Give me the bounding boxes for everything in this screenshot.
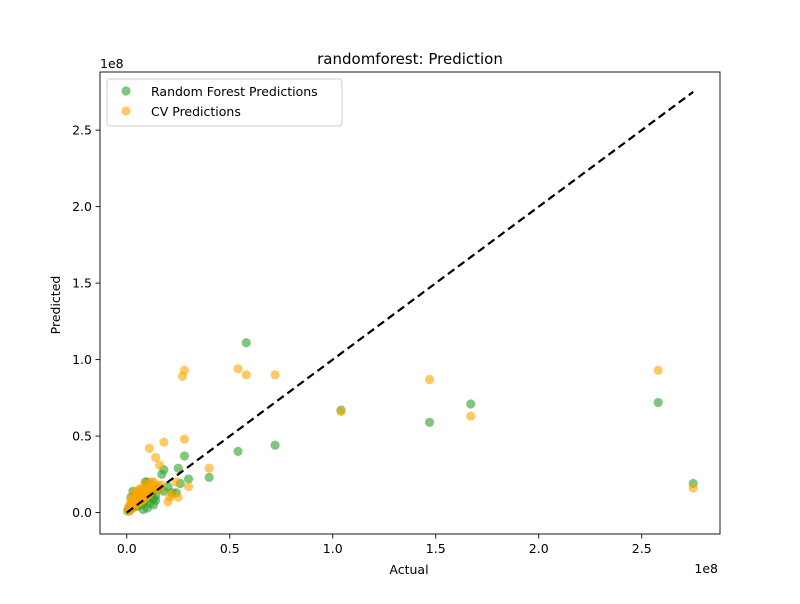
y-tick-label: 2.5: [72, 123, 92, 138]
legend: Random Forest Predictions CV Predictions: [106, 78, 343, 127]
cv-point: [140, 478, 150, 489]
cv-point: [165, 492, 175, 502]
y-axis-label: Predicted: [48, 276, 63, 335]
random-forest-point: [183, 474, 194, 484]
x-tick-label: 1.0: [323, 541, 343, 556]
cv-point: [688, 483, 698, 493]
cv-point: [183, 481, 194, 492]
y-axis-offset-label: 1e8: [100, 56, 124, 71]
x-tick-label: 0.0: [117, 541, 137, 556]
x-axis-offset-label: 1e8: [694, 561, 718, 576]
x-tick-label: 0.5: [220, 541, 240, 556]
x-axis-ticks: 0.0 0.5 1.0 1.5 2.0 2.5: [117, 534, 652, 556]
cv-point: [151, 452, 161, 463]
x-tick-label: 2.0: [529, 541, 549, 556]
random-forest-point: [241, 338, 251, 348]
random-forest-point: [653, 397, 663, 408]
random-forest-point: [233, 446, 243, 456]
random-forest-point: [466, 399, 476, 409]
cv-point: [144, 443, 155, 453]
identity-reference-line: [126, 91, 694, 514]
cv-point: [138, 492, 148, 502]
x-tick-label: 1.5: [426, 541, 446, 556]
random-forest-point: [270, 440, 280, 450]
random-forest-point: [173, 463, 183, 473]
y-tick-label: 1.0: [72, 352, 92, 367]
random-forest-point: [179, 451, 190, 461]
y-tick-label: 1.5: [72, 276, 92, 291]
cv-point: [173, 492, 183, 502]
cv-point: [336, 407, 346, 417]
cv-point: [128, 489, 138, 499]
y-tick-label: 0.0: [72, 505, 92, 520]
axes-frame: [99, 71, 721, 535]
random-forest-point: [204, 472, 214, 482]
chart-title: randomforest: Prediction: [317, 50, 503, 68]
y-tick-label: 0.5: [72, 429, 92, 444]
legend-marker-random-forest: [121, 86, 131, 96]
cv-point: [155, 460, 165, 470]
cv-point: [653, 365, 663, 375]
cv-point: [233, 364, 243, 374]
cv-point: [424, 374, 435, 385]
x-axis-label: Actual: [389, 562, 428, 577]
random-forest-point: [424, 417, 435, 427]
cv-point: [204, 463, 214, 473]
cv-point: [241, 370, 251, 380]
y-axis-ticks: 0.0 0.5 1.0 1.5 2.0 2.5: [72, 123, 100, 520]
cv-point: [159, 437, 169, 447]
random-forest-point: [151, 495, 161, 505]
cv-point: [179, 365, 190, 375]
legend-label-random-forest: Random Forest Predictions: [151, 84, 318, 99]
legend-marker-cv: [121, 106, 131, 116]
y-tick-label: 2.0: [72, 199, 92, 214]
legend-box: [106, 78, 343, 127]
cv-point: [466, 411, 476, 421]
random-forest-point: [138, 504, 148, 515]
cv-point: [171, 477, 181, 487]
x-tick-label: 2.5: [632, 541, 652, 556]
cv-point: [148, 477, 159, 487]
legend-label-cv: CV Predictions: [151, 104, 241, 119]
cv-point: [270, 370, 280, 380]
cv-point: [179, 434, 190, 444]
